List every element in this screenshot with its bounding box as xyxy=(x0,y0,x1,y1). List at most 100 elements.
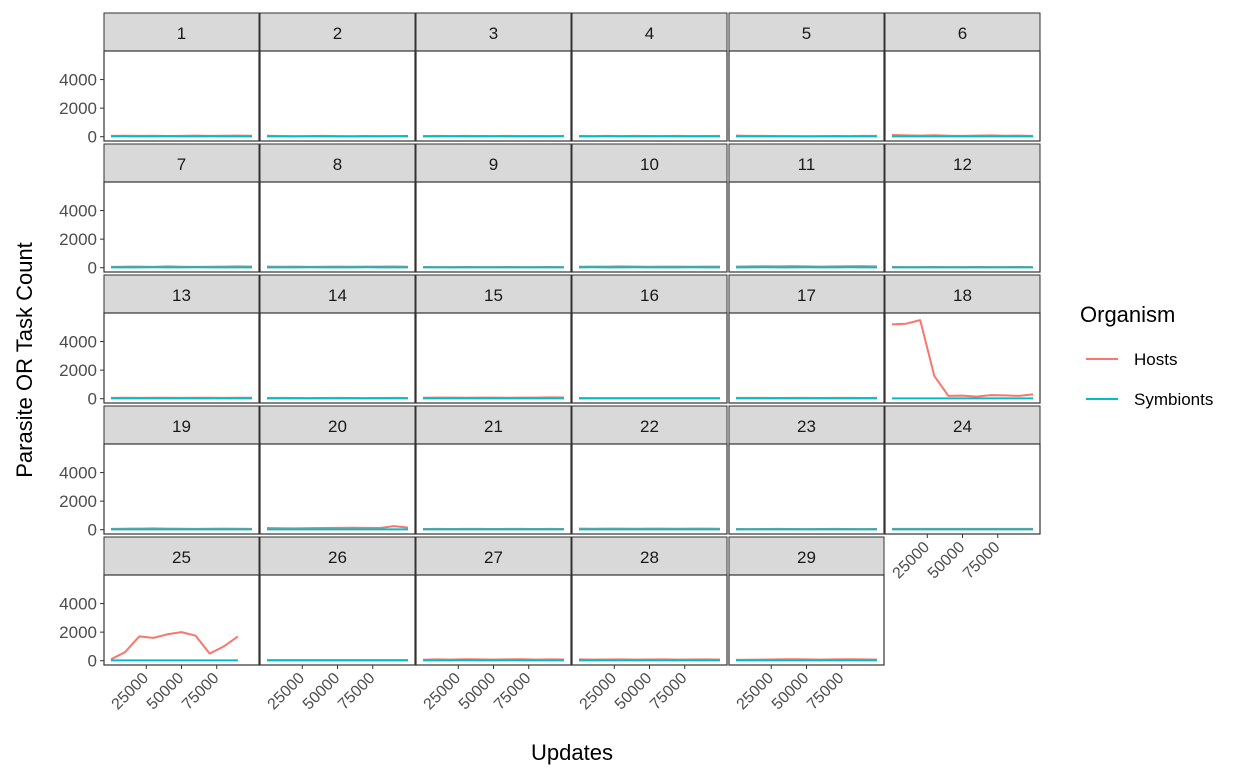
x-tick-label: 25000 xyxy=(421,670,465,714)
facet-17: 17 xyxy=(729,275,884,403)
facet-panel xyxy=(260,182,415,272)
facet-21: 21 xyxy=(416,406,571,534)
facet-20: 20 xyxy=(260,406,415,534)
x-tick-label: 50000 xyxy=(300,670,344,714)
legend-label-symbionts: Symbionts xyxy=(1134,390,1213,409)
facet-strip-label: 26 xyxy=(328,548,347,567)
x-axis-title: Updates xyxy=(531,740,613,765)
facet-strip-label: 17 xyxy=(797,286,816,305)
facet-14: 14 xyxy=(260,275,415,403)
facet-panel xyxy=(885,51,1040,141)
facet-strip-label: 19 xyxy=(172,417,191,436)
facet-panel xyxy=(729,182,884,272)
facet-22: 22 xyxy=(572,406,727,534)
facet-strip-label: 18 xyxy=(953,286,972,305)
facet-strip-label: 16 xyxy=(640,286,659,305)
facet-strip-label: 5 xyxy=(802,24,811,43)
facet-panel xyxy=(729,51,884,141)
facet-strip-label: 12 xyxy=(953,155,972,174)
facet-strip-label: 25 xyxy=(172,548,191,567)
facet-strip-label: 27 xyxy=(484,548,503,567)
facet-panel xyxy=(416,182,571,272)
facet-panel xyxy=(729,444,884,534)
y-tick-label: 4000 xyxy=(59,595,97,614)
facet-18: 18 xyxy=(885,275,1040,403)
y-tick-label: 4000 xyxy=(59,71,97,90)
facet-panel xyxy=(260,444,415,534)
y-tick-label: 0 xyxy=(88,652,97,671)
facet-panel xyxy=(885,444,1040,534)
facet-strip-label: 13 xyxy=(172,286,191,305)
facet-strip-label: 20 xyxy=(328,417,347,436)
facet-panel xyxy=(104,182,259,272)
facet-11: 11 xyxy=(729,144,884,272)
y-tick-label: 2000 xyxy=(59,361,97,380)
x-tick-label: 25000 xyxy=(890,539,934,583)
x-tick-label: 25000 xyxy=(109,670,153,714)
legend-title: Organism xyxy=(1080,302,1175,327)
x-tick-label: 75000 xyxy=(491,670,535,714)
facet-strip-label: 2 xyxy=(333,24,342,43)
facet-panel xyxy=(885,313,1040,403)
facet-4: 4 xyxy=(572,13,727,141)
x-tick-label: 25000 xyxy=(577,670,621,714)
y-tick-label: 4000 xyxy=(59,202,97,221)
y-tick-label: 0 xyxy=(88,259,97,278)
facet-panel xyxy=(572,182,727,272)
y-tick-label: 0 xyxy=(88,521,97,540)
facet-23: 23 xyxy=(729,406,884,534)
facet-strip-label: 23 xyxy=(797,417,816,436)
facet-12: 12 xyxy=(885,144,1040,272)
facet-15: 15 xyxy=(416,275,571,403)
facet-strip-label: 11 xyxy=(798,155,816,174)
x-tick-label: 50000 xyxy=(144,670,188,714)
facet-5: 5 xyxy=(729,13,884,141)
facet-panel xyxy=(260,575,415,665)
facet-strip-label: 4 xyxy=(645,24,654,43)
facet-strip-label: 3 xyxy=(489,24,498,43)
facet-panel xyxy=(416,575,571,665)
facet-panel xyxy=(260,51,415,141)
y-tick-label: 2000 xyxy=(59,623,97,642)
facet-panel xyxy=(572,51,727,141)
facet-10: 10 xyxy=(572,144,727,272)
facet-strip-label: 24 xyxy=(953,417,972,436)
x-tick-label: 50000 xyxy=(925,539,969,583)
facet-strip-label: 15 xyxy=(484,286,503,305)
facet-panel xyxy=(416,313,571,403)
legend-label-hosts: Hosts xyxy=(1134,350,1177,369)
facet-strip-label: 22 xyxy=(640,417,659,436)
facet-panel xyxy=(572,313,727,403)
x-tick-label: 75000 xyxy=(647,670,691,714)
facet-panel xyxy=(104,444,259,534)
facet-panel xyxy=(104,313,259,403)
x-tick-label: 50000 xyxy=(769,670,813,714)
x-tick-label: 75000 xyxy=(179,670,223,714)
x-tick-label: 50000 xyxy=(456,670,500,714)
y-tick-label: 4000 xyxy=(59,464,97,483)
facet-strip-label: 29 xyxy=(797,548,816,567)
facet-panel xyxy=(572,444,727,534)
facet-strip-label: 8 xyxy=(333,155,342,174)
x-tick-label: 25000 xyxy=(734,670,778,714)
y-axis-title: Parasite OR Task Count xyxy=(12,242,37,478)
facet-panel xyxy=(572,575,727,665)
y-tick-label: 2000 xyxy=(59,99,97,118)
x-tick-label: 75000 xyxy=(804,670,848,714)
facet-16: 16 xyxy=(572,275,727,403)
y-tick-label: 4000 xyxy=(59,333,97,352)
facet-strip-label: 28 xyxy=(640,548,659,567)
facet-2: 2 xyxy=(260,13,415,141)
facet-panel xyxy=(416,444,571,534)
x-tick-label: 50000 xyxy=(612,670,656,714)
